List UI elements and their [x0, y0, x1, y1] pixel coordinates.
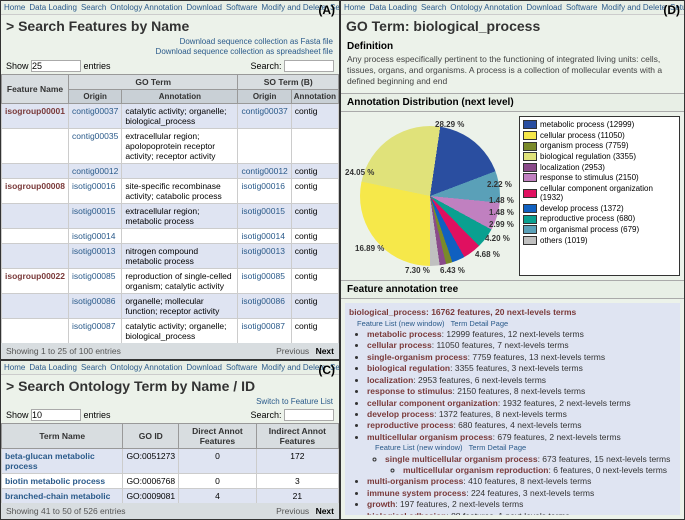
pie-legend: metabolic process (12999)cellular proces… — [519, 116, 680, 276]
search-input-c[interactable] — [284, 409, 334, 421]
tree-item[interactable]: multi-organism process: 410 features, 8 … — [367, 476, 676, 487]
table-c-info: Showing 41 to 50 of 526 entries — [6, 506, 126, 516]
nav-item[interactable]: Download — [526, 3, 562, 12]
legend-item[interactable]: cellular component organization (1932) — [523, 184, 676, 203]
tree-item[interactable]: reproductive process: 680 features, 4 ne… — [367, 420, 676, 431]
table-row[interactable]: isotig00014isotig00014contig — [2, 228, 339, 243]
table-row[interactable]: branched-chain metabolic processGO:00090… — [2, 489, 339, 503]
panel-search-ontology: (C) Home Data Loading Search Ontology Annot… — [0, 360, 340, 520]
pie-chart: 28.29 % 24.05 % 16.89 % 7.30 % 6.43 % 4.… — [345, 116, 515, 276]
legend-item[interactable]: biological regulation (3355) — [523, 152, 676, 162]
tree-item[interactable]: multicellular organism process: 679 feat… — [367, 432, 676, 477]
legend-item[interactable]: reproductive process (680) — [523, 214, 676, 224]
nav-item[interactable]: Ontology Annotation — [450, 3, 522, 12]
features-table: Feature Name GO Term SO Term (B) Origin … — [1, 74, 339, 343]
table-row[interactable]: isotig00086organelle; mollecular functio… — [2, 293, 339, 318]
panel-go-term: (D) Home Data Loading Search Ontology Annot… — [340, 0, 685, 520]
table-row[interactable]: isogroup00008isotig00016site-specific re… — [2, 178, 339, 203]
tree-item[interactable]: cellular process: 11050 features, 7 next… — [367, 340, 676, 351]
tree-item[interactable]: biological adhesion: 88 features, 1 next… — [367, 511, 676, 515]
table-row[interactable]: isogroup00022isotig00085reproduction of … — [2, 268, 339, 293]
nav-a: Home Data Loading Search Ontology Annotatio… — [1, 1, 339, 15]
table-row[interactable]: beta-glucan metabolic processGO:00512730… — [2, 449, 339, 474]
tree-item[interactable]: cellular component organization: 1932 fe… — [367, 398, 676, 409]
nav-item[interactable]: Data Loading — [29, 363, 77, 372]
nav-item[interactable]: Download — [186, 3, 222, 12]
nav-item[interactable]: Software — [226, 3, 258, 12]
ontology-table: Term Name GO ID Direct Annot Features In… — [1, 423, 339, 503]
table-row[interactable]: isotig00087catalytic activity; organelle… — [2, 318, 339, 343]
panel-d-title: GO Term: biological_process — [341, 15, 684, 37]
nav-item[interactable]: Modify and Delete — [602, 3, 666, 12]
panel-label-d: (D) — [663, 3, 680, 17]
distribution-heading: Annotation Distribution (next level) — [341, 93, 684, 112]
nav-item[interactable]: Search — [81, 3, 106, 12]
nav-item[interactable]: Data Loading — [29, 3, 77, 12]
definition-heading: Definition — [341, 37, 684, 52]
legend-item[interactable]: develop process (1372) — [523, 204, 676, 214]
nav-item[interactable]: Modify and Delete — [262, 363, 326, 372]
nav-d: Home Data Loading Search Ontology Annotatio… — [341, 1, 684, 15]
panel-label-a: (A) — [318, 3, 335, 17]
entries-select-a[interactable] — [31, 60, 81, 72]
legend-item[interactable]: cellular process (11050) — [523, 131, 676, 141]
next-c[interactable]: Next — [316, 506, 334, 516]
legend-item[interactable]: m organismal process (679) — [523, 225, 676, 235]
table-row[interactable]: biotin metabolic processGO:000676803 — [2, 474, 339, 489]
entries-select-c[interactable] — [31, 409, 81, 421]
tree-item[interactable]: metabolic process: 12999 features, 12 ne… — [367, 329, 676, 340]
prev-a[interactable]: Previous — [276, 346, 309, 356]
nav-item[interactable]: Home — [344, 3, 365, 12]
tree-item[interactable]: growth: 197 features, 2 next-levels term… — [367, 499, 676, 510]
legend-item[interactable]: metabolic process (12999) — [523, 120, 676, 130]
definition-text: Any process especifically pertinent to t… — [341, 52, 684, 93]
table-row[interactable]: isogroup00001contig00037catalytic activi… — [2, 103, 339, 128]
nav-item[interactable]: Download — [186, 363, 222, 372]
tree-item[interactable]: biological regulation: 3355 features, 3 … — [367, 363, 676, 374]
table-row[interactable]: contig00035extracellular region; apolopo… — [2, 128, 339, 163]
panel-c-title: > Search Ontology Term by Name / ID — [1, 375, 339, 397]
legend-item[interactable]: organism process (7759) — [523, 141, 676, 151]
next-a[interactable]: Next — [316, 346, 334, 356]
nav-item[interactable]: Software — [226, 363, 258, 372]
annotation-tree: biological_process: 16762 features, 20 n… — [345, 303, 680, 515]
table-a-info: Showing 1 to 25 of 100 entries — [6, 346, 121, 356]
download-fasta-link[interactable]: Download sequence collection as Fasta fi… — [1, 37, 333, 47]
search-input-a[interactable] — [284, 60, 334, 72]
tree-heading: Feature annotation tree — [341, 280, 684, 299]
tree-item[interactable]: develop process: 1372 features, 8 next-l… — [367, 409, 676, 420]
table-row[interactable]: isotig00013nitrogen compound metabolic p… — [2, 243, 339, 268]
tree-item[interactable]: immune system process: 224 features, 3 n… — [367, 488, 676, 499]
table-row[interactable]: contig00012contig00012contig — [2, 163, 339, 178]
panel-search-features: (A) Home Data Loading Search Ontology Annot… — [0, 0, 340, 360]
panel-label-c: (C) — [318, 363, 335, 377]
panel-a-title: > Search Features by Name — [1, 15, 339, 37]
tree-item[interactable]: response to stimulus: 2150 features, 8 n… — [367, 386, 676, 397]
legend-item[interactable]: localization (2953) — [523, 163, 676, 173]
prev-c[interactable]: Previous — [276, 506, 309, 516]
nav-item[interactable]: Data Loading — [369, 3, 417, 12]
table-row[interactable]: isotig00015extracellular region; metabol… — [2, 203, 339, 228]
nav-item[interactable]: Home — [4, 363, 25, 372]
nav-item[interactable]: Search — [421, 3, 446, 12]
nav-c: Home Data Loading Search Ontology Annotatio… — [1, 361, 339, 375]
legend-item[interactable]: others (1019) — [523, 236, 676, 246]
nav-item[interactable]: Modify and Delete — [262, 3, 326, 12]
nav-item[interactable]: Home — [4, 3, 25, 12]
switch-feature-list-link[interactable]: Switch to Feature List — [1, 397, 333, 407]
nav-item[interactable]: Ontology Annotation — [110, 3, 182, 12]
tree-item[interactable]: single-organism process: 7759 features, … — [367, 352, 676, 363]
legend-item[interactable]: response to stimulus (2150) — [523, 173, 676, 183]
nav-item[interactable]: Software — [566, 3, 598, 12]
download-spreadsheet-link[interactable]: Download sequence collection as spreadsh… — [1, 47, 333, 57]
nav-item[interactable]: Search — [81, 363, 106, 372]
nav-item[interactable]: Ontology Annotation — [110, 363, 182, 372]
tree-item[interactable]: localization: 2953 features, 6 next-leve… — [367, 375, 676, 386]
